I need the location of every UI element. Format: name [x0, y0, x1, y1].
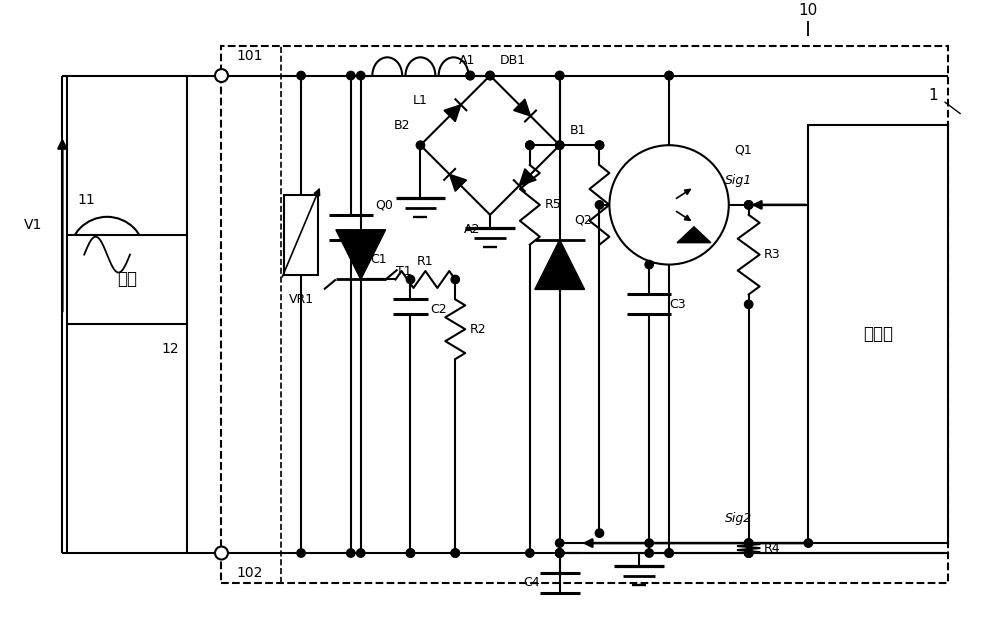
Circle shape	[665, 72, 673, 80]
Text: 101: 101	[236, 49, 263, 63]
Text: 11: 11	[77, 193, 95, 207]
Text: Sig1: Sig1	[725, 174, 752, 186]
Polygon shape	[336, 230, 386, 280]
Circle shape	[451, 549, 459, 557]
Text: L1: L1	[413, 94, 428, 107]
Circle shape	[745, 549, 753, 557]
Text: R6: R6	[614, 198, 631, 211]
Circle shape	[556, 72, 564, 80]
Circle shape	[804, 539, 813, 547]
Circle shape	[406, 549, 415, 557]
Circle shape	[406, 549, 415, 557]
Text: 10: 10	[799, 3, 818, 18]
Text: VR1: VR1	[288, 293, 314, 306]
Text: R2: R2	[470, 323, 487, 336]
Text: C3: C3	[669, 298, 686, 311]
Circle shape	[451, 549, 459, 557]
Circle shape	[556, 549, 564, 557]
Circle shape	[556, 549, 564, 557]
Circle shape	[416, 141, 425, 150]
Circle shape	[486, 72, 494, 80]
Text: C2: C2	[430, 303, 447, 316]
Text: DB1: DB1	[500, 54, 526, 67]
Circle shape	[745, 549, 753, 557]
FancyBboxPatch shape	[67, 235, 187, 324]
Text: V1: V1	[24, 217, 42, 232]
Circle shape	[609, 145, 729, 264]
Text: C1: C1	[371, 253, 387, 266]
Polygon shape	[519, 169, 536, 186]
Text: 12: 12	[162, 342, 179, 356]
Circle shape	[595, 201, 604, 209]
Text: 负载: 负载	[117, 271, 137, 288]
Circle shape	[556, 72, 564, 80]
Text: A2: A2	[464, 223, 480, 236]
Text: B1: B1	[570, 124, 586, 137]
Circle shape	[486, 72, 494, 80]
Circle shape	[347, 72, 355, 80]
Circle shape	[745, 539, 753, 547]
Polygon shape	[444, 105, 461, 122]
Circle shape	[595, 141, 604, 150]
Polygon shape	[514, 99, 530, 116]
Circle shape	[556, 549, 564, 557]
Circle shape	[645, 549, 653, 557]
Polygon shape	[450, 174, 466, 191]
Circle shape	[745, 549, 753, 557]
Circle shape	[451, 275, 459, 283]
Circle shape	[745, 201, 753, 209]
Circle shape	[745, 300, 753, 309]
Circle shape	[556, 141, 564, 150]
Text: A1: A1	[459, 54, 475, 67]
Circle shape	[466, 72, 474, 80]
Circle shape	[297, 549, 305, 557]
Text: 1: 1	[928, 88, 938, 103]
Circle shape	[357, 72, 365, 80]
Circle shape	[526, 549, 534, 557]
Text: Sig2: Sig2	[725, 512, 752, 525]
Circle shape	[526, 141, 534, 150]
Text: C4: C4	[523, 576, 540, 590]
Text: R1: R1	[417, 255, 434, 268]
Text: 102: 102	[236, 566, 263, 580]
Circle shape	[745, 201, 753, 209]
Text: B2: B2	[394, 119, 410, 132]
Circle shape	[556, 539, 564, 547]
Circle shape	[69, 217, 145, 292]
Circle shape	[297, 72, 305, 80]
Circle shape	[645, 261, 653, 269]
Circle shape	[595, 529, 604, 538]
Text: 控制部: 控制部	[863, 325, 893, 343]
Circle shape	[466, 72, 474, 80]
Text: Q1: Q1	[734, 144, 752, 157]
Circle shape	[215, 69, 228, 82]
Circle shape	[745, 539, 753, 547]
Circle shape	[595, 141, 604, 150]
Circle shape	[347, 549, 355, 557]
Text: R4: R4	[764, 541, 780, 555]
Circle shape	[665, 72, 673, 80]
Circle shape	[665, 549, 673, 557]
Circle shape	[556, 549, 564, 557]
Circle shape	[665, 549, 673, 557]
Text: R5: R5	[545, 198, 562, 211]
Polygon shape	[677, 227, 711, 243]
Circle shape	[556, 141, 564, 150]
Text: R3: R3	[764, 248, 780, 261]
FancyBboxPatch shape	[284, 195, 318, 275]
Text: T1: T1	[396, 265, 411, 278]
Circle shape	[406, 275, 415, 283]
Circle shape	[526, 141, 534, 150]
Circle shape	[215, 547, 228, 559]
Circle shape	[645, 539, 653, 547]
Text: Q0: Q0	[376, 198, 394, 211]
Circle shape	[357, 549, 365, 557]
Polygon shape	[535, 240, 585, 290]
Text: Q2: Q2	[575, 213, 592, 226]
FancyBboxPatch shape	[808, 126, 948, 543]
